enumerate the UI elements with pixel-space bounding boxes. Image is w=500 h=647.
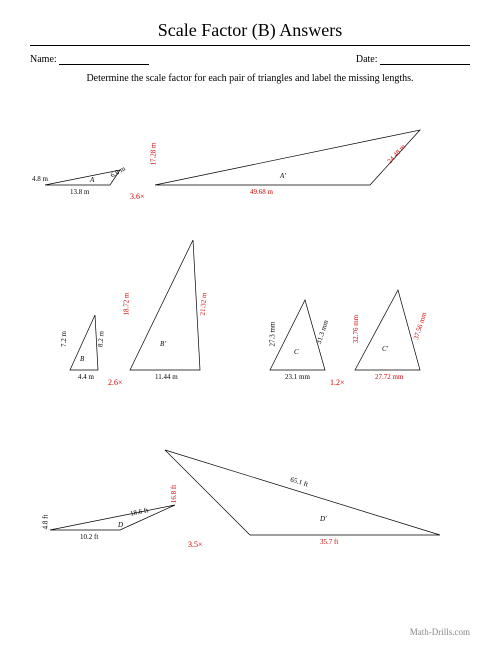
a-small-right: 6.8 m: [109, 165, 127, 180]
b-scale: 2.6×: [108, 378, 123, 387]
header-row: Name: Date:: [30, 54, 470, 65]
d-small-left: 4.8 ft: [41, 515, 49, 530]
d-small-right: 18.6 ft: [129, 506, 149, 518]
c-scale: 1.2×: [330, 378, 345, 387]
d-small-bottom: 10.2 ft: [80, 533, 98, 541]
b-small-left: 7.2 m: [60, 331, 68, 347]
page-title: Scale Factor (B) Answers: [30, 20, 470, 41]
c-small-label: C: [294, 348, 299, 356]
d-large-right: 65.1 ft: [289, 476, 309, 489]
a-small-label: A: [90, 176, 94, 184]
c-large-bottom: 27.72 mm: [375, 373, 403, 381]
name-field: Name:: [30, 54, 149, 65]
a-scale: 3.6×: [130, 192, 145, 201]
d-large-label: D': [320, 515, 327, 523]
b-large-left: 18.72 m: [122, 293, 130, 316]
instruction: Determine the scale factor for each pair…: [30, 73, 470, 84]
b-small-bottom: 4.4 m: [78, 373, 94, 381]
b-small-right: 8.2 m: [96, 331, 105, 347]
a-large-label: A': [280, 172, 286, 180]
c-large-label: C': [382, 345, 388, 353]
c-small-left: 27.3 mm: [268, 322, 276, 347]
b-small-label: B: [80, 355, 84, 363]
c-large-right: 37.56 mm: [412, 311, 428, 340]
d-scale: 3.5×: [188, 540, 203, 549]
a-large-right: 24.48 m: [386, 143, 407, 165]
b-large-bottom: 11.44 m: [155, 373, 178, 381]
a-large-bottom: 49.68 m: [250, 188, 273, 196]
c-large-left: 32.76 mm: [352, 315, 360, 343]
b-large-right: 21.32 m: [199, 292, 209, 315]
c-small-bottom: 23.1 mm: [285, 373, 310, 381]
d-large-bottom: 35.7 ft: [320, 538, 338, 546]
b-large-label: B': [160, 340, 166, 348]
a-small-bottom: 13.8 m: [70, 188, 89, 196]
c-small-right: 31.3 mm: [315, 319, 330, 345]
date-field: Date:: [356, 54, 470, 65]
title-rule: [30, 45, 470, 46]
a-small-left: 4.8 m: [32, 175, 48, 183]
footer: Math-Drills.com: [410, 627, 470, 637]
a-large-left: 17.28 m: [149, 143, 157, 166]
d-large-left: 16.8 ft: [170, 485, 178, 503]
d-small-label: D: [118, 521, 123, 529]
